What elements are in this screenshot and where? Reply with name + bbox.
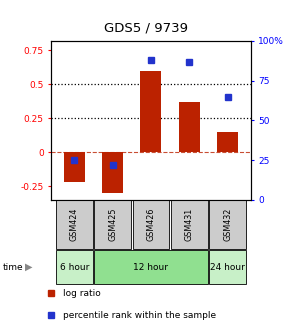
Text: GSM424: GSM424 (70, 208, 79, 241)
Text: log ratio: log ratio (63, 289, 101, 298)
Text: 24 hour: 24 hour (210, 263, 245, 272)
Text: GSM431: GSM431 (185, 208, 194, 241)
Text: time: time (3, 263, 23, 272)
Text: percentile rank within the sample: percentile rank within the sample (63, 311, 216, 320)
Bar (140, 71, 161, 152)
Bar (94, 250, 208, 284)
Text: 6 hour: 6 hour (59, 263, 89, 272)
Bar (94, 200, 131, 249)
Bar (209, 200, 246, 249)
Text: 12 hour: 12 hour (133, 263, 168, 272)
Text: GDS5 / 9739: GDS5 / 9739 (105, 21, 188, 34)
Bar (171, 200, 208, 249)
Bar (56, 250, 93, 284)
Text: GSM432: GSM432 (223, 208, 232, 241)
Bar (217, 132, 238, 152)
Text: GSM426: GSM426 (146, 208, 155, 241)
Bar (209, 250, 246, 284)
Bar (56, 200, 93, 249)
Bar (64, 152, 85, 182)
Bar (179, 102, 200, 152)
Text: GSM425: GSM425 (108, 208, 117, 241)
Bar (102, 152, 123, 193)
Bar (132, 200, 169, 249)
Text: ▶: ▶ (25, 262, 33, 272)
